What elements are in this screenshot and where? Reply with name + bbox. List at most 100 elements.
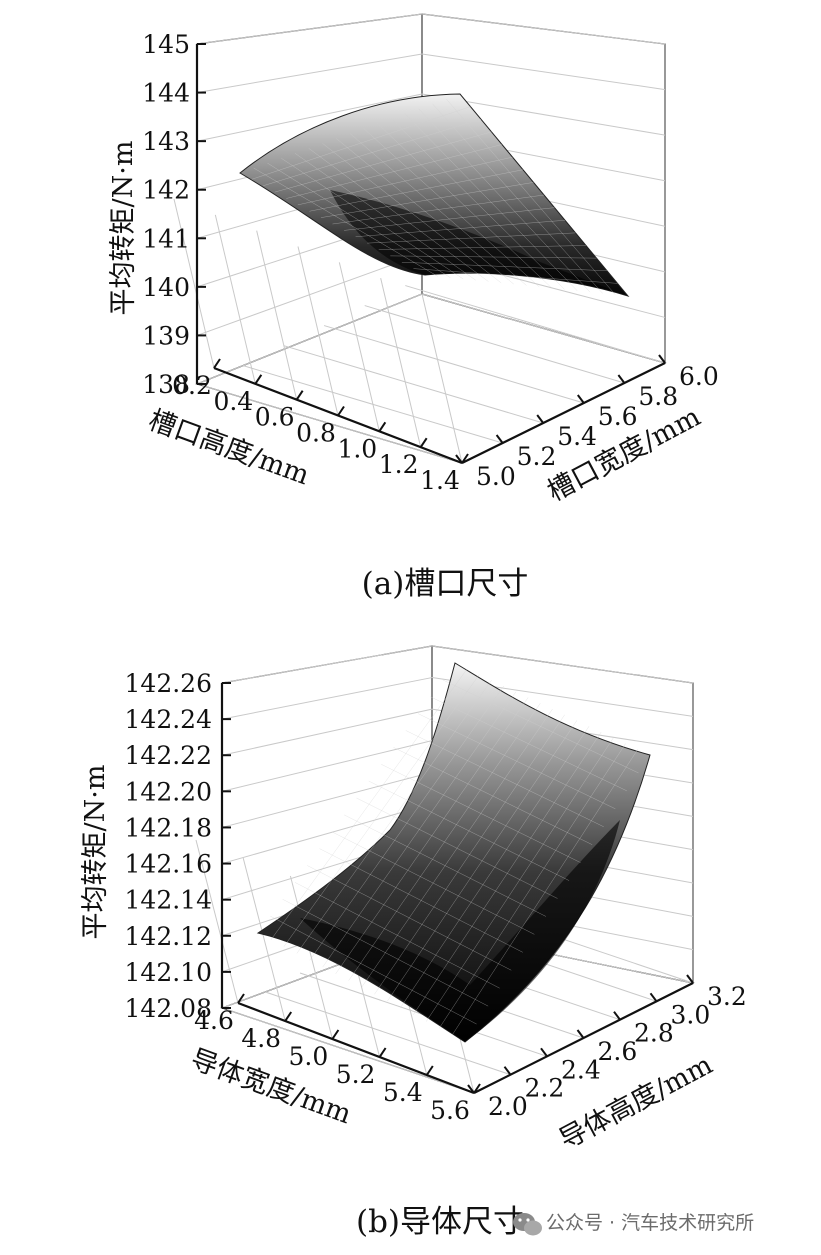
chart-b-ytick-mark [576, 1029, 585, 1039]
chart-b-ytick-label: 2.8 [634, 1019, 674, 1048]
chart-a-zgrid-line [196, 93, 423, 142]
chart-b-mesh-line [425, 737, 614, 1022]
chart-b-ztick-label: 142.14 [125, 886, 212, 915]
chart-a-zgrid-line [421, 53, 666, 91]
chart-b-ytick-mark [613, 1011, 621, 1021]
chart-b-mesh-line [451, 749, 639, 1036]
chart-a-ztick-label: 140 [142, 273, 190, 302]
chart-b-xlabel: 导体宽度/mm [187, 1044, 356, 1131]
chart-b-xgrid-line [242, 857, 286, 1022]
chart-b-mesh-line [417, 713, 616, 810]
chart-b-ztick-label: 142.10 [125, 958, 212, 987]
chart-a-ytick-mark [495, 434, 504, 444]
chart-a-mesh-line [446, 98, 616, 295]
chart-b-ytick-label: 2.4 [561, 1055, 601, 1084]
chart-b-mesh-line [430, 696, 627, 792]
chart-a-xgrid-line [297, 246, 339, 416]
chart-b-ztick-label: 142.12 [125, 922, 212, 951]
chart-a-mesh-line [391, 118, 565, 290]
chart-a-xtick-label: 1.2 [379, 450, 419, 479]
chart-b-mesh-line [381, 764, 581, 863]
chart-a-mesh-line [378, 245, 587, 250]
chart-a-ztick-label: 144 [142, 79, 190, 108]
chart-a-ygrid-line [323, 325, 584, 404]
chart-b-surface [256, 662, 651, 1043]
chart-b-ytick-mark [686, 974, 694, 984]
chart-a-xtick-mark [461, 453, 469, 464]
chart-a-ytick-label: 5.6 [598, 402, 638, 431]
chart-a-xtick-mark [419, 437, 428, 448]
chart-a-zgrid-line [196, 13, 423, 45]
chart-a-mesh-line [404, 113, 578, 291]
chart-a-ztick-label: 143 [142, 127, 190, 156]
chart-b-xtick-label: 4.6 [194, 1006, 234, 1035]
chart-b: 142.26 142.24 142.22 142.20 142.18 142.16 142.… [80, 645, 747, 1240]
chart-a-ytick-label: 5.2 [517, 442, 557, 471]
chart-a: 1451441431421411401391380.20.40.60.81.01… [108, 13, 719, 602]
chart-a-xtick-label: 0.2 [172, 371, 212, 400]
chart-a-mesh-line [390, 255, 597, 259]
chart-a-xtick-label: 0.6 [255, 403, 295, 432]
chart-b-zgrid-line [221, 645, 433, 684]
chart-b-ztick-label: 142.20 [125, 777, 212, 806]
chart-b-ytick-label: 3.2 [707, 982, 747, 1011]
chart-b-zgrid-line [221, 771, 433, 828]
chart-a-xgrid-line [256, 230, 298, 400]
chart-b-mesh-line [438, 743, 626, 1029]
chart-a-ytick-label: 5.4 [557, 422, 597, 451]
chart-b-mesh-line [442, 679, 639, 774]
chart-b-mesh-line [400, 726, 590, 1009]
chart-b-mesh-line [387, 720, 578, 1002]
chart-b-xtick-label: 5.6 [430, 1096, 470, 1125]
chart-b-xtick-label: 5.0 [289, 1042, 329, 1071]
chart-b-ztick-label: 142.16 [125, 850, 212, 879]
chart-a-ytick-label: 5.8 [638, 382, 678, 411]
chart-a-zgrid-line [421, 13, 666, 45]
chart-a-zlabel: 平均转矩/N·m [108, 141, 139, 316]
chart-a-xtick-label: 0.8 [296, 419, 336, 448]
chart-a-ygrid-line [283, 345, 544, 424]
chart-a-mesh-line [332, 194, 545, 225]
chart-b-ytick-mark [649, 992, 658, 1002]
chart-a-xgrid-line [338, 262, 380, 432]
chart-b-xgrid-line [195, 839, 239, 1004]
chart-a-xtick-label: 1.4 [420, 466, 460, 495]
chart-b-zgrid-line [221, 677, 433, 720]
chart-b-mesh-line [413, 731, 602, 1015]
watermark-text: 公众号 · 汽车技术研究所 [546, 1212, 754, 1234]
chart-a-mesh-line [418, 108, 591, 293]
chart-b-mesh-line [368, 780, 570, 881]
chart-a-xtick-mark [213, 358, 221, 369]
chart-b-xtick-label: 4.8 [241, 1024, 281, 1053]
chart-b-ytick-mark [503, 1066, 512, 1076]
chart-a-mesh-line [367, 232, 576, 244]
chart-b-ztick-label: 142.22 [125, 741, 212, 770]
chart-a-xtick-label: 0.4 [213, 387, 253, 416]
chart-a-xtick-mark [378, 421, 387, 432]
chart-a-ytick-mark [455, 454, 463, 464]
chart-a-mesh-line [363, 128, 540, 287]
chart-b-xtick-mark [237, 993, 245, 1004]
chart-b-surface-shade [300, 820, 620, 1042]
chart-a-xtick-mark [254, 374, 263, 385]
chart-a-zgrid-line [196, 53, 423, 94]
chart-a-ytick-mark [617, 374, 626, 384]
chart-b-ytick-label: 3.0 [671, 1000, 711, 1029]
chart-b-mesh-line [374, 714, 565, 995]
chart-b-ytick-label: 2.2 [525, 1074, 565, 1103]
chart-a-mesh-line [401, 262, 608, 271]
chart-b-xtick-label: 5.2 [336, 1060, 376, 1089]
chart-b-ztick-label: 142.08 [125, 994, 212, 1023]
chart-a-ytick-label: 5.0 [476, 462, 516, 491]
chart-a-ygrid-line [405, 285, 666, 364]
chart-b-mesh-line [361, 708, 553, 988]
chart-a-mesh-line [377, 123, 553, 289]
chart-a-ytick-mark [658, 354, 666, 364]
chart-a-ytick-mark [536, 414, 545, 424]
chart-a-caption: (a)槽口尺寸 [362, 566, 529, 602]
chart-a-ztick-label: 145 [142, 30, 190, 59]
chart-b-ztick-label: 142.26 [125, 669, 212, 698]
chart-b-ztick-label: 142.18 [125, 813, 212, 842]
chart-a-surface-shade [330, 190, 628, 296]
